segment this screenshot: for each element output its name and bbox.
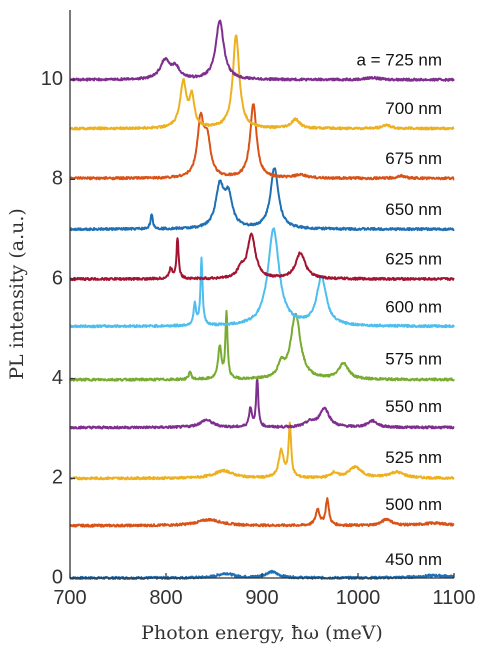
series-label-4: 575 nm bbox=[385, 349, 442, 368]
series-line-4 bbox=[69, 309, 455, 382]
series-label-layer: 450 nm 500 nm 525 nm 550 nm 575 nm 600 nm 625 … bbox=[356, 50, 442, 569]
x-tick-label-1: 800 bbox=[149, 587, 182, 609]
x-tick-label-2: 900 bbox=[245, 587, 278, 609]
series-line-9 bbox=[69, 34, 455, 131]
series-label-3: 550 nm bbox=[385, 397, 442, 416]
y-axis-title: PL intensity (a.u.) bbox=[6, 208, 28, 380]
tick-layer: 700 800 900 1000 1100 0 2 4 6 8 10 bbox=[41, 68, 476, 609]
y-tick-label-1: 2 bbox=[52, 467, 63, 489]
series-label-9: 700 nm bbox=[385, 99, 442, 118]
y-tick-label-0: 0 bbox=[52, 566, 63, 588]
series-line-6 bbox=[69, 232, 455, 282]
series-label-10: a = 725 nm bbox=[356, 50, 442, 69]
series-line-2 bbox=[69, 421, 455, 481]
series-label-2: 525 nm bbox=[385, 448, 442, 467]
x-tick-label-4: 1100 bbox=[432, 587, 475, 609]
series-label-6: 625 nm bbox=[385, 250, 442, 269]
x-axis-title: Photon energy, ħω (meV) bbox=[141, 622, 383, 644]
series-label-7: 650 nm bbox=[385, 200, 442, 219]
axes-layer bbox=[69, 10, 454, 579]
series-label-5: 600 nm bbox=[385, 297, 442, 316]
y-tick-label-2: 4 bbox=[52, 367, 63, 389]
y-tick-label-4: 8 bbox=[52, 168, 63, 190]
series-line-8 bbox=[69, 103, 455, 181]
series-label-8: 675 nm bbox=[385, 149, 442, 168]
plot-frame bbox=[69, 10, 454, 579]
x-tick-label-0: 700 bbox=[53, 587, 86, 609]
y-tick-label-3: 6 bbox=[52, 267, 63, 289]
series-label-1: 500 nm bbox=[385, 495, 442, 514]
series-line-3 bbox=[69, 376, 455, 430]
x-tick-label-3: 1000 bbox=[336, 587, 381, 609]
series-label-0: 450 nm bbox=[385, 550, 442, 569]
series-line-1 bbox=[69, 497, 455, 528]
series-line-10 bbox=[69, 19, 455, 82]
y-tick-label-5: 10 bbox=[41, 68, 63, 90]
series-line-7 bbox=[69, 167, 455, 232]
series-line-5 bbox=[69, 227, 455, 329]
series-layer bbox=[69, 19, 455, 580]
